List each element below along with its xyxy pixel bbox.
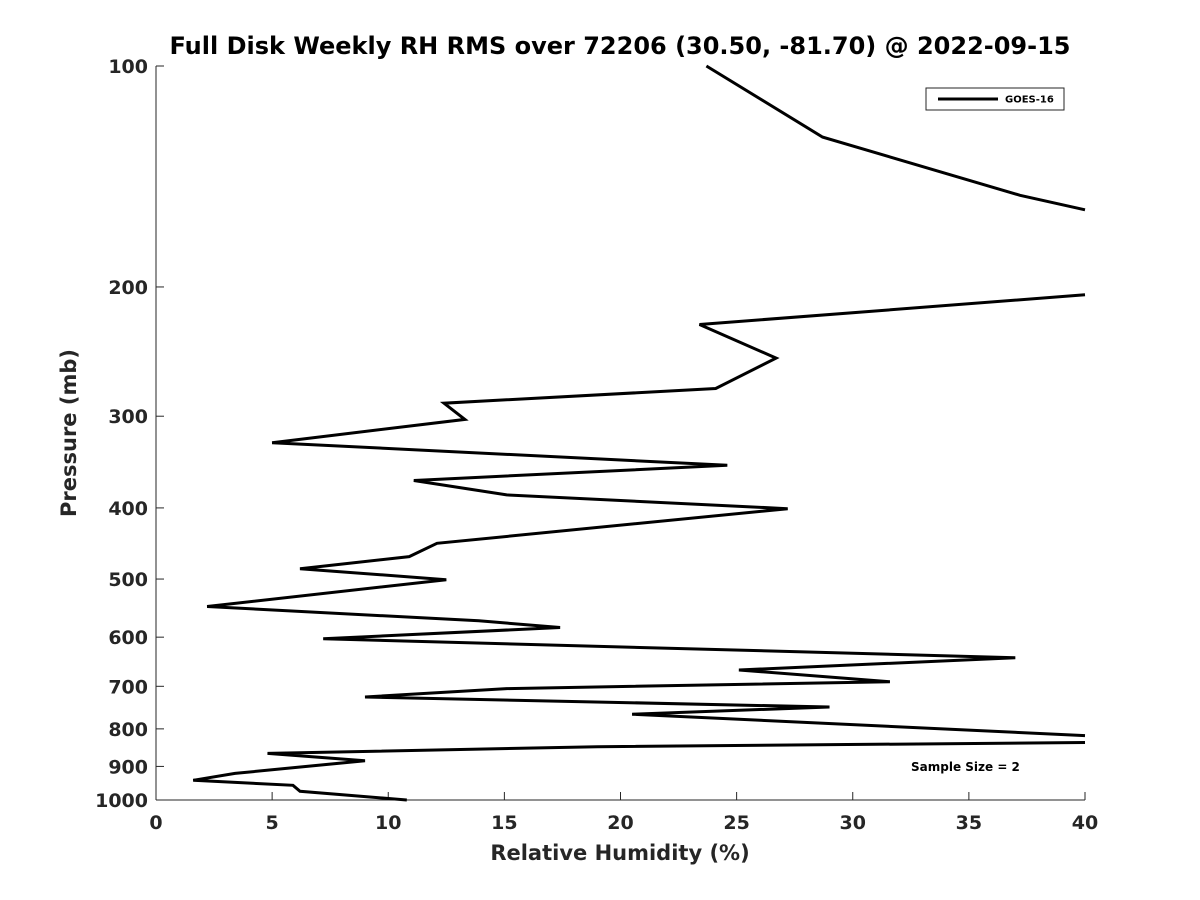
- chart-title: Full Disk Weekly RH RMS over 72206 (30.5…: [169, 32, 1070, 60]
- y-axis-label: Pressure (mb): [57, 349, 81, 517]
- legend: GOES-16: [925, 87, 1065, 111]
- series-line-goes-16-segment-3: [192, 741, 1086, 802]
- x-tick-label: 10: [375, 812, 401, 834]
- x-tick-label: 25: [723, 812, 749, 834]
- sample-size-annotation: Sample Size = 2: [911, 760, 1020, 774]
- series-line-goes-16-segment-2: [206, 293, 1086, 738]
- series-line-goes-16-segment-1: [705, 64, 1086, 212]
- series-layer: [192, 64, 1086, 802]
- y-tick-label: 200: [108, 277, 148, 299]
- y-tick-label: 1000: [95, 790, 148, 812]
- y-tick-label: 100: [108, 56, 148, 78]
- y-tick-label: 800: [108, 719, 148, 741]
- x-axis-ticks: 0 5 10 15 20 25 30 35 40: [149, 792, 1098, 834]
- y-tick-label: 600: [108, 627, 148, 649]
- x-axis-label: Relative Humidity (%): [490, 841, 749, 865]
- x-tick-label: 15: [491, 812, 517, 834]
- x-tick-label: 20: [607, 812, 633, 834]
- y-tick-label: 700: [108, 676, 148, 698]
- y-tick-label: 300: [108, 406, 148, 428]
- x-tick-label: 5: [266, 812, 279, 834]
- y-tick-label: 900: [108, 756, 148, 778]
- x-tick-label: 30: [840, 812, 866, 834]
- x-tick-label: 35: [956, 812, 982, 834]
- y-axis-ticks: 100 200 300 400 500 600 700 800 900 1000: [95, 56, 164, 812]
- x-tick-label: 40: [1072, 812, 1098, 834]
- y-tick-label: 500: [108, 569, 148, 591]
- legend-label-goes-16: GOES-16: [1005, 95, 1054, 106]
- x-tick-label: 0: [149, 812, 162, 834]
- y-tick-label: 400: [108, 498, 148, 520]
